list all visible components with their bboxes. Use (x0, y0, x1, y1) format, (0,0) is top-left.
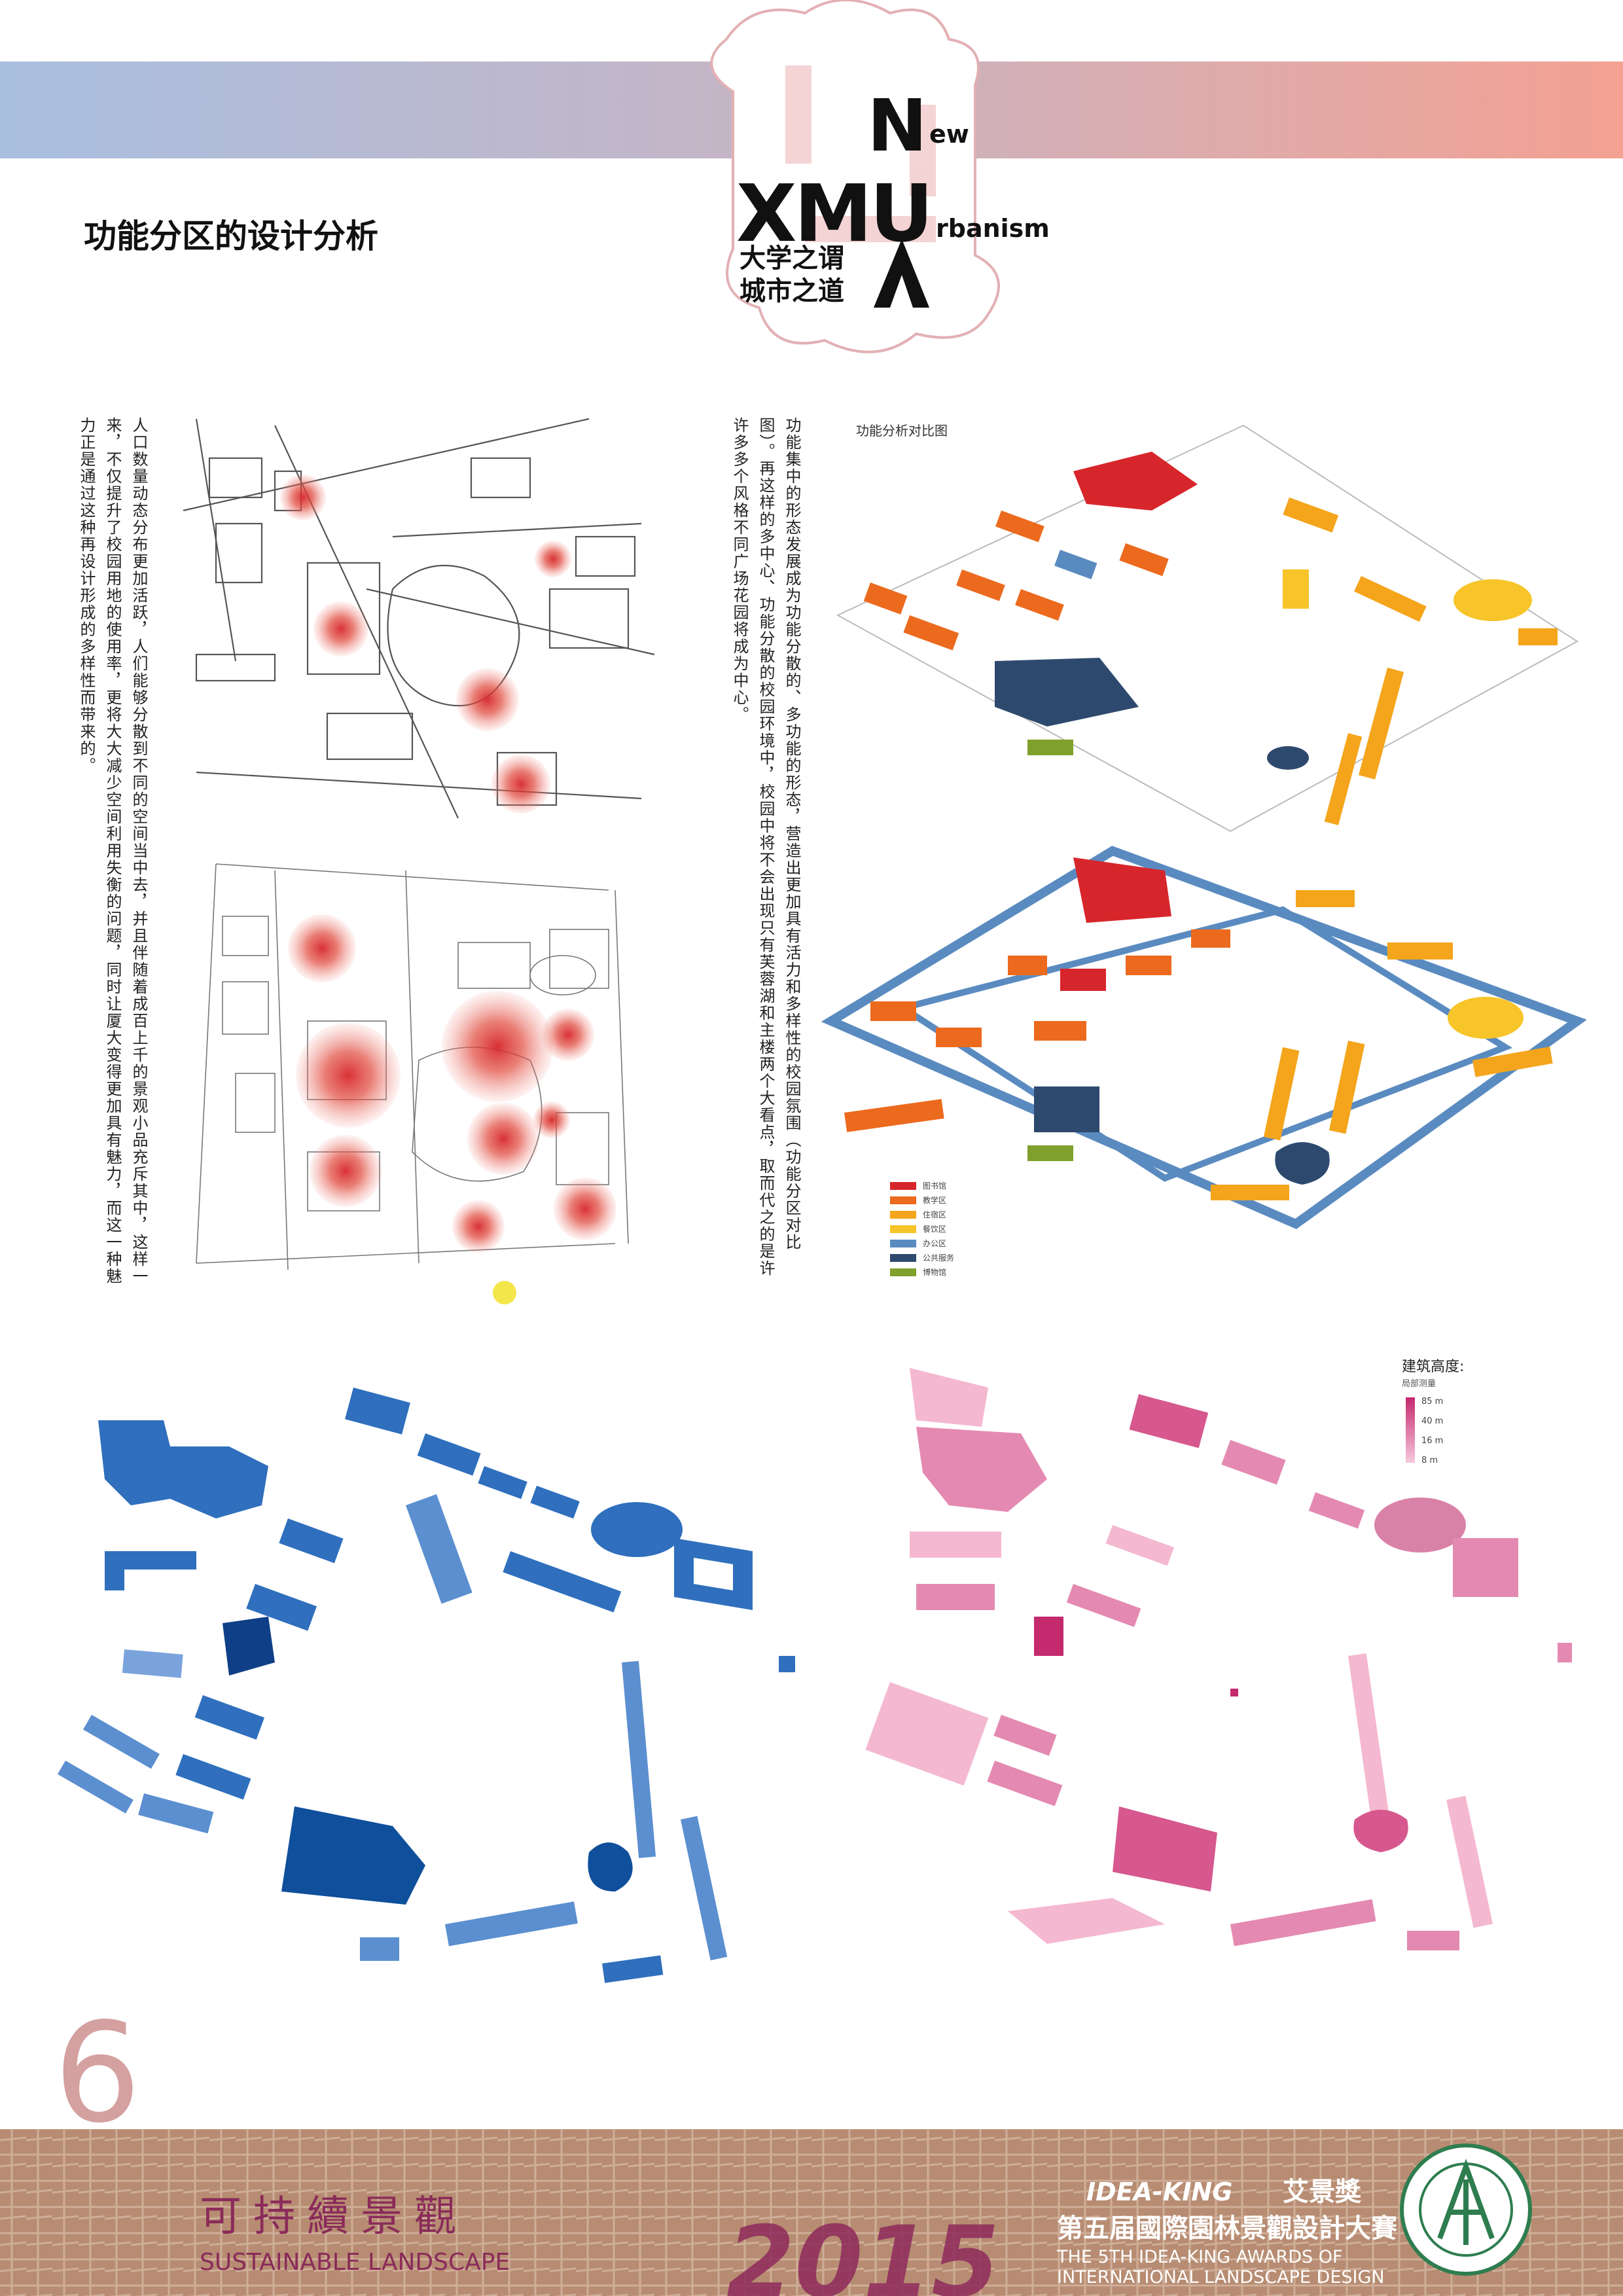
height-level: 40 m (1421, 1416, 1443, 1426)
height-legend-title: 建筑高度: (1402, 1359, 1464, 1375)
left-paragraph: 人口数量动态分布更加活跃，人们能够分散到不同的空间当中去，并且伴随着成百上千的景… (77, 417, 148, 1285)
legend-label: 办公区 (923, 1238, 946, 1248)
right-paragraph: 功能集中的形态发展成为功能分散的、多功能的形态，营造出更加具有活力和多样性的校园… (730, 417, 801, 1277)
logo-ew: ew (929, 120, 969, 149)
legend-swatch (890, 1240, 916, 1247)
function-map-before (836, 424, 1578, 833)
height-level: 85 m (1421, 1397, 1443, 1407)
marker-dot (493, 1281, 516, 1304)
logo-line1: 大学之谓 (740, 243, 844, 274)
height-level: 8 m (1421, 1456, 1438, 1465)
legend-swatch (890, 1211, 916, 1219)
emblem (1400, 2144, 1532, 2276)
page-title: 功能分区的设计分析 (84, 217, 378, 255)
logo-cloud (710, 0, 1000, 353)
legend-swatch (890, 1225, 916, 1233)
footer-band (0, 2129, 1623, 2296)
building-map-pink (865, 1368, 1572, 1950)
figure-title: 功能分析对比图 (856, 423, 948, 439)
logo-xmu: XMU (736, 169, 931, 260)
footer-contest-en-2: INTERNATIONAL LANDSCAPE DESIGN (1057, 2267, 1385, 2287)
legend-label: 博物馆 (923, 1267, 946, 1277)
page-number: 6 (54, 1993, 141, 2153)
legend-label: 餐饮区 (923, 1224, 946, 1234)
logo-line2: 城市之道 (740, 276, 844, 306)
hotspots-after (288, 914, 616, 1253)
footer-name-en: SUSTAINABLE LANDSCAPE (200, 2249, 510, 2276)
footer-award: 艾景獎 (1283, 2177, 1362, 2207)
legend-label: 公共服务 (923, 1253, 954, 1263)
legend-swatch (890, 1182, 916, 1190)
legend-swatch (890, 1254, 916, 1262)
building-map-blue (58, 1388, 795, 1983)
legend-label: 住宿区 (923, 1210, 946, 1219)
footer-name-cn: 可持續景觀 (200, 2193, 468, 2240)
logo-rbanism: rbanism (936, 214, 1050, 243)
height-level: 16 m (1421, 1436, 1443, 1446)
map-activity-before (183, 418, 655, 819)
legend-label: 图书馆 (923, 1181, 946, 1191)
logo-glyph (874, 239, 929, 308)
legend-swatch (890, 1268, 916, 1276)
height-scale (1406, 1397, 1415, 1463)
legend-label: 教学区 (923, 1195, 946, 1205)
height-levels: 85 m 40 m 16 m 8 m (1421, 1397, 1443, 1465)
legend-swatch (890, 1196, 916, 1204)
footer-brand: IDEA-KING (1086, 2178, 1232, 2206)
map-activity-after (196, 863, 629, 1270)
hotspots-before (280, 475, 571, 814)
footer-year: 2015 (726, 2206, 999, 2296)
function-map-after (821, 846, 1587, 1230)
height-legend-subtitle: 局部测量 (1402, 1379, 1436, 1389)
footer-contest-cn: 第五届國際園林景觀設計大賽 (1057, 2214, 1397, 2243)
logo-echo (785, 65, 936, 242)
footer-contest-en-1: THE 5TH IDEA-KING AWARDS OF (1056, 2247, 1343, 2267)
logo-n: N (867, 84, 927, 168)
